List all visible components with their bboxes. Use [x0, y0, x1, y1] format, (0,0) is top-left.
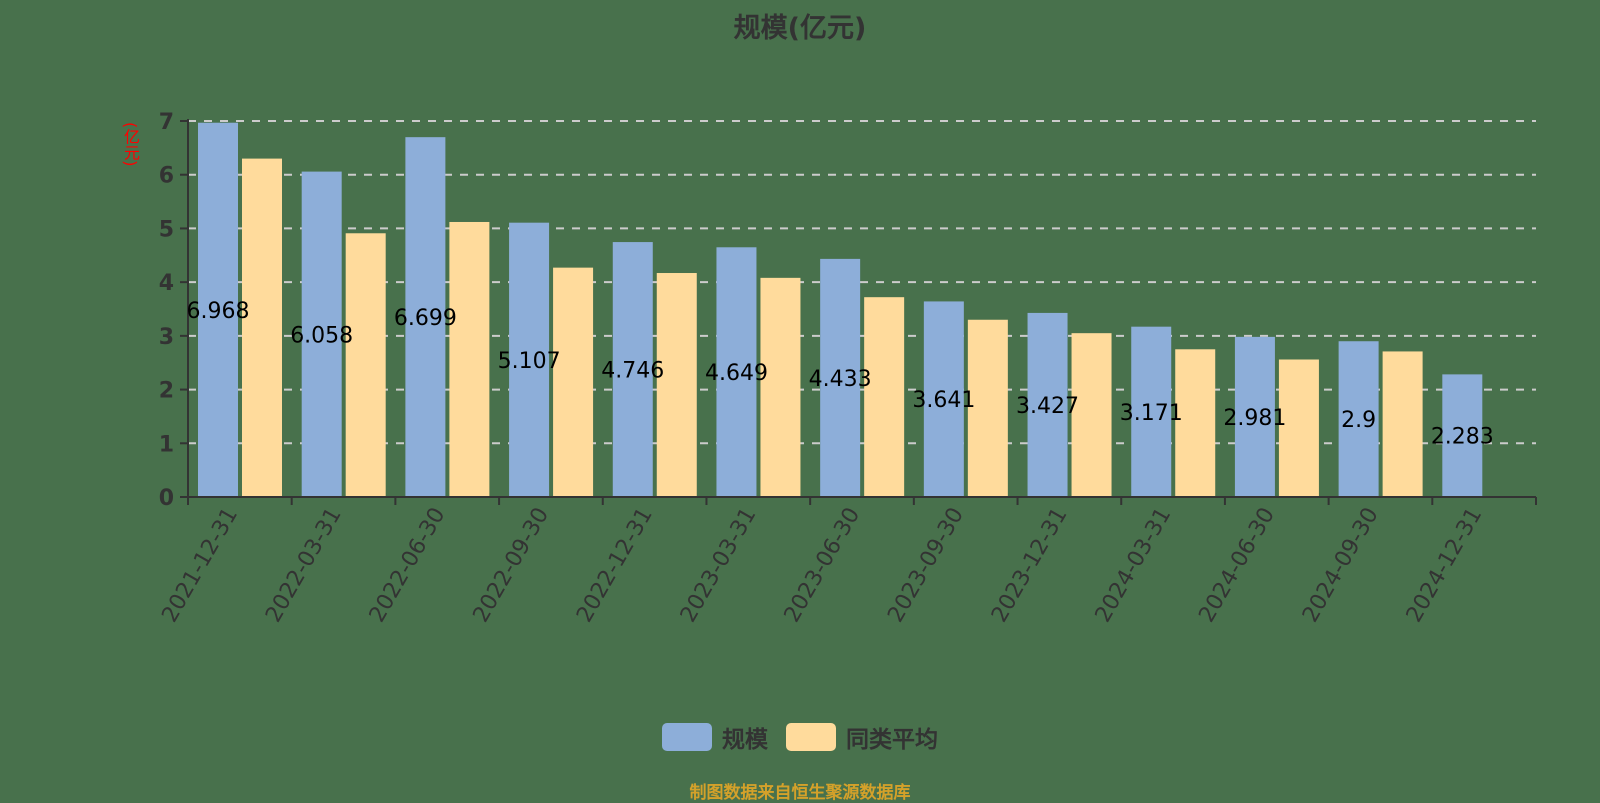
bar-category-average: [656, 273, 697, 497]
data-label: 2.9: [1341, 408, 1376, 433]
grid-lines: [188, 120, 1536, 445]
bar-scale: [612, 242, 653, 497]
bar-category-average: [760, 277, 801, 497]
bar-scale: [1442, 374, 1483, 497]
bar-category-average: [449, 221, 490, 498]
bar-category-average: [1382, 351, 1423, 497]
chart-title: 规模(亿元): [733, 13, 867, 44]
x-tick-label: 2022-09-30: [469, 504, 555, 627]
data-label: 6.058: [290, 323, 353, 348]
y-tick-label: 7: [159, 110, 174, 135]
bar-category-average: [1278, 359, 1319, 497]
y-tick-label: 6: [159, 164, 174, 189]
x-tick-label: 2024-06-30: [1194, 504, 1280, 627]
bar-scale: [1027, 312, 1068, 497]
bar-scale: [1234, 336, 1275, 497]
bar-scale: [1131, 326, 1172, 497]
data-label: 5.107: [498, 349, 561, 374]
bar-category-average: [345, 233, 386, 497]
legend-item-scale[interactable]: 规模: [662, 720, 768, 754]
legend-label-category-average: 同类平均: [846, 727, 938, 753]
legend: 规模 同类平均: [0, 720, 1600, 754]
x-tick-label: 2023-12-31: [987, 504, 1073, 627]
legend-item-category-average[interactable]: 同类平均: [786, 720, 938, 754]
y-tick-label: 5: [159, 217, 174, 242]
bar-category-average: [242, 158, 282, 497]
x-tick-label: 2022-12-31: [572, 504, 658, 627]
bar-scale: [509, 222, 550, 497]
data-label: 4.433: [809, 367, 872, 392]
bar-scale: [923, 301, 964, 497]
legend-label-scale: 规模: [722, 727, 768, 753]
y-tick-label: 4: [159, 271, 174, 296]
data-label: 4.746: [601, 359, 664, 384]
bar-category-average: [864, 297, 905, 497]
bar-category-average: [553, 267, 594, 497]
y-tick-label: 0: [159, 486, 174, 511]
bar-category-average: [1175, 349, 1216, 497]
data-labels: 6.968 6.058 6.699 5.107 4.746 4.649 4.433 3.641…: [187, 299, 1494, 450]
x-tick-label: 2024-12-31: [1402, 504, 1488, 627]
legend-swatch-scale: [662, 723, 712, 751]
x-tick-label: 2023-03-31: [676, 504, 762, 627]
bar-category-average: [967, 319, 1008, 497]
x-tick-label: 2024-09-30: [1298, 504, 1384, 627]
x-tick-label: 2023-06-30: [780, 504, 866, 627]
data-label: 6.699: [394, 306, 457, 331]
data-label: 6.968: [187, 299, 250, 324]
data-label: 3.641: [912, 388, 975, 413]
x-tick-label: 2022-03-31: [261, 504, 347, 627]
data-label: 2.283: [1431, 425, 1494, 450]
y-tick-label: 1: [159, 432, 174, 457]
x-tick-label: 2021-12-31: [157, 504, 243, 627]
y-tick-label: 3: [159, 325, 174, 350]
bar-category-average: [1071, 333, 1112, 497]
bars: [198, 122, 1483, 498]
x-tick-label: 2022-06-30: [365, 504, 451, 627]
bar-scale: [1338, 341, 1379, 497]
data-label: 4.649: [705, 361, 768, 386]
data-source-note: 制图数据来自恒生聚源数据库: [689, 783, 911, 803]
data-label: 3.171: [1120, 401, 1183, 426]
bar-scale: [301, 171, 342, 497]
x-tick-label: 2024-03-31: [1091, 504, 1177, 627]
x-tick-label: 2023-09-30: [883, 504, 969, 627]
y-tick-label: 2: [159, 379, 174, 404]
legend-swatch-category-average: [786, 723, 836, 751]
bar-scale: [820, 258, 861, 497]
bar-scale: [716, 247, 757, 497]
bar-scale: [198, 122, 238, 497]
bar-scale: [405, 137, 446, 497]
data-label: 3.427: [1016, 394, 1079, 419]
data-label: 2.981: [1223, 406, 1286, 431]
y-axis-unit-label: (亿元): [121, 122, 140, 167]
